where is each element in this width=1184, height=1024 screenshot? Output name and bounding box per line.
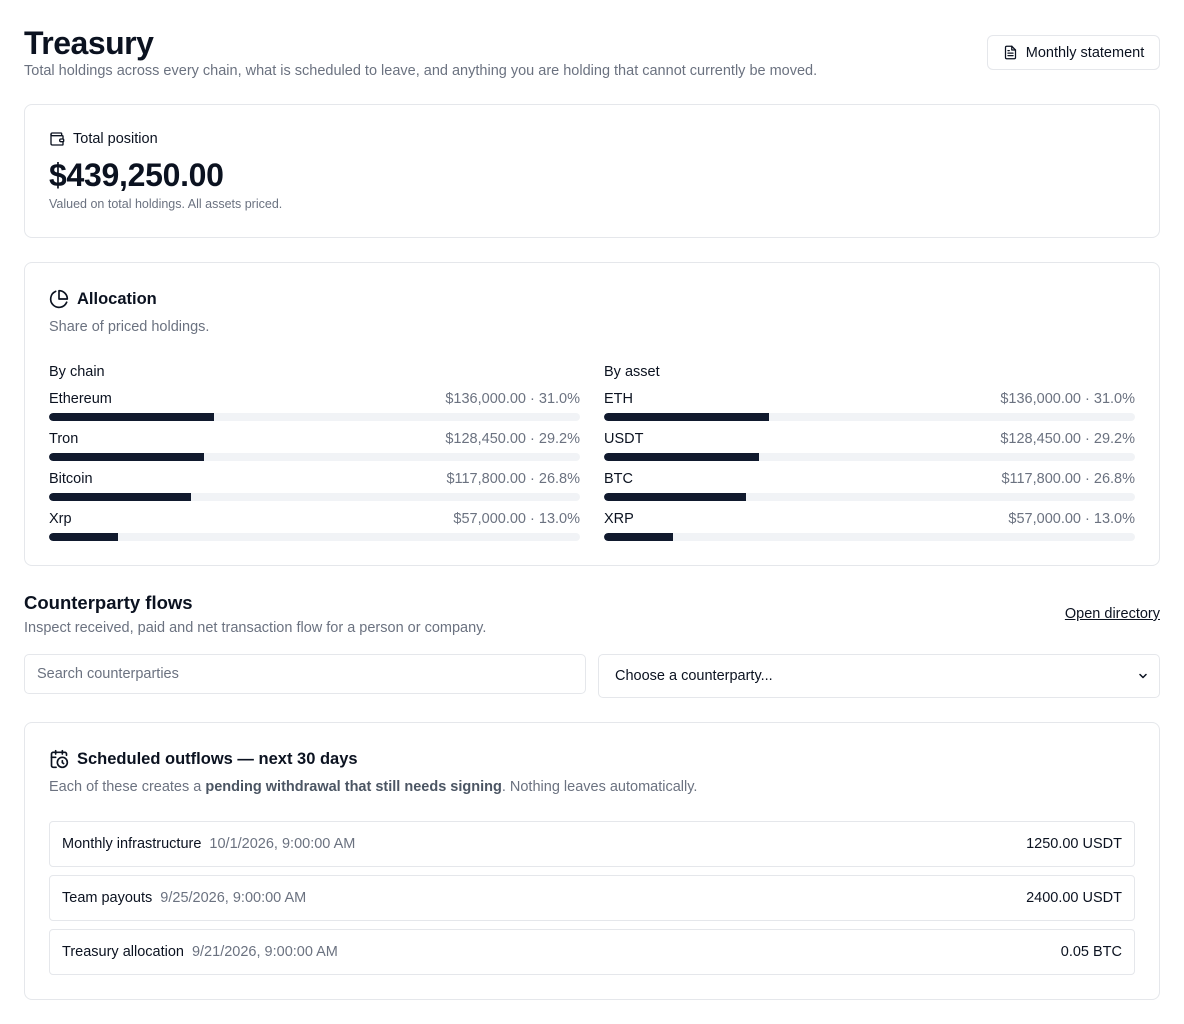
counterparty-search-input[interactable] — [24, 654, 586, 694]
counterparty-select-value: Choose a counterparty... — [615, 668, 773, 684]
allocation-row-value: $128,450.00 · 29.2% — [1000, 431, 1135, 447]
allocation-by-asset: By asset ETH $136,000.00 · 31.0% USDT $128… — [604, 363, 1135, 541]
allocation-bar-track — [604, 493, 1135, 501]
scheduled-row-date: 10/1/2026, 9:00:00 AM — [209, 836, 356, 852]
allocation-bar-fill — [49, 453, 205, 461]
wallet-icon — [50, 132, 65, 146]
scheduled-row[interactable]: Monthly infrastructure 10/1/2026, 9:00:00… — [49, 821, 1135, 867]
allocation-bar-track — [49, 533, 580, 541]
allocation-row-value: $57,000.00 · 13.0% — [1008, 511, 1135, 527]
page-title: Treasury — [24, 25, 154, 61]
scheduled-subtitle: Each of these creates a pending withdraw… — [49, 779, 697, 795]
total-position-card: Total position $439,250.00 Valued on tot… — [24, 104, 1160, 238]
allocation-subtitle: Share of priced holdings. — [49, 319, 210, 335]
scheduled-outflows-card: Scheduled outflows — next 30 days Each o… — [24, 722, 1160, 1000]
page-header: Treasury Total holdings across every cha… — [24, 24, 1160, 84]
scheduled-subtitle-emphasis: pending withdrawal that still needs sign… — [205, 779, 502, 795]
total-position-text: Total position — [73, 131, 158, 147]
allocation-row: XRP $57,000.00 · 13.0% — [604, 501, 1135, 541]
open-directory-link[interactable]: Open directory — [1064, 606, 1160, 622]
allocation-bar-fill — [604, 533, 674, 541]
monthly-statement-label: Monthly statement — [1025, 44, 1145, 61]
allocation-row-value: $136,000.00 · 31.0% — [445, 391, 580, 407]
allocation-bar-track — [49, 493, 580, 501]
scheduled-subtitle-after: . Nothing leaves automatically. — [501, 779, 698, 795]
allocation-row: Ethereum $136,000.00 · 31.0% — [49, 381, 580, 421]
allocation-row-name: USDT — [604, 431, 644, 447]
scheduled-row[interactable]: Team payouts 9/25/2026, 9:00:00 AM 2400.0… — [49, 875, 1135, 921]
scheduled-row-name: Team payouts — [62, 890, 153, 906]
total-position-note: Valued on total holdings. All assets pri… — [49, 197, 283, 211]
scheduled-row-amount: 2400.00 USDT — [1026, 890, 1122, 906]
allocation-row: Tron $128,450.00 · 29.2% — [49, 421, 580, 461]
counterparty-title: Counterparty flows — [24, 592, 193, 613]
allocation-row-name: BTC — [604, 471, 633, 487]
chevron-down-icon — [1139, 673, 1147, 679]
scheduled-list: Monthly infrastructure 10/1/2026, 9:00:00… — [49, 821, 1135, 983]
scheduled-row-name: Monthly infrastructure — [62, 836, 202, 852]
scheduled-row-amount: 1250.00 USDT — [1026, 836, 1122, 852]
allocation-bar-fill — [604, 493, 747, 501]
total-position-value: $439,250.00 — [49, 157, 224, 193]
scheduled-row-amount: 0.05 BTC — [1060, 944, 1122, 960]
allocation-row: Xrp $57,000.00 · 13.0% — [49, 501, 580, 541]
allocation-row-name: ETH — [604, 391, 633, 407]
scheduled-row-date: 9/25/2026, 9:00:00 AM — [160, 890, 307, 906]
allocation-row: Bitcoin $117,800.00 · 26.8% — [49, 461, 580, 501]
allocation-bar-fill — [604, 453, 760, 461]
scheduled-row-date: 9/21/2026, 9:00:00 AM — [191, 944, 338, 960]
allocation-by-chain: By chain Ethereum $136,000.00 · 31.0% Tro… — [49, 363, 580, 541]
allocation-row-value: $136,000.00 · 31.0% — [1000, 391, 1135, 407]
allocation-row-name: Xrp — [49, 511, 72, 527]
allocation-bar-fill — [49, 493, 192, 501]
allocation-row-value: $117,800.00 · 26.8% — [446, 471, 580, 487]
scheduled-subtitle-before: Each of these creates a — [49, 779, 206, 795]
allocation-row: ETH $136,000.00 · 31.0% — [604, 381, 1135, 421]
allocation-row-name: Bitcoin — [49, 471, 93, 487]
scheduled-title: Scheduled outflows — next 30 days — [77, 749, 358, 768]
scheduled-header: Scheduled outflows — next 30 days — [49, 749, 358, 769]
by-asset-title: By asset — [604, 364, 660, 380]
allocation-bar-track — [49, 453, 580, 461]
counterparty-section: Counterparty flows Inspect received, pai… — [24, 590, 1160, 698]
file-text-icon — [1004, 45, 1016, 60]
scheduled-row[interactable]: Treasury allocation 9/21/2026, 9:00:00 AM… — [49, 929, 1135, 975]
counterparty-select[interactable]: Choose a counterparty... — [598, 654, 1160, 698]
pie-chart-icon — [49, 289, 69, 309]
calendar-clock-icon — [50, 749, 69, 769]
monthly-statement-button[interactable]: Monthly statement — [987, 35, 1160, 70]
counterparty-subtitle: Inspect received, paid and net transacti… — [24, 620, 487, 636]
allocation-card: Allocation Share of priced holdings. By … — [24, 262, 1160, 566]
allocation-title: Allocation — [77, 289, 157, 308]
allocation-row-value: $57,000.00 · 13.0% — [453, 511, 580, 527]
by-chain-title: By chain — [49, 364, 105, 380]
allocation-bar-track — [49, 413, 580, 421]
allocation-row-value: $117,800.00 · 26.8% — [1001, 471, 1135, 487]
allocation-bar-fill — [604, 413, 769, 421]
allocation-bar-track — [604, 533, 1135, 541]
allocation-row: USDT $128,450.00 · 29.2% — [604, 421, 1135, 461]
allocation-row-value: $128,450.00 · 29.2% — [445, 431, 580, 447]
allocation-bar-track — [604, 453, 1135, 461]
scheduled-row-name: Treasury allocation — [62, 944, 184, 960]
allocation-row: BTC $117,800.00 · 26.8% — [604, 461, 1135, 501]
allocation-bar-fill — [49, 413, 214, 421]
allocation-header: Allocation — [49, 289, 157, 309]
allocation-row-name: Ethereum — [49, 391, 112, 407]
allocation-bar-fill — [49, 533, 119, 541]
allocation-row-name: Tron — [49, 431, 79, 447]
total-position-label: Total position — [49, 131, 158, 147]
allocation-row-name: XRP — [604, 511, 634, 527]
page-subtitle: Total holdings across every chain, what … — [24, 63, 818, 79]
allocation-bar-track — [604, 413, 1135, 421]
